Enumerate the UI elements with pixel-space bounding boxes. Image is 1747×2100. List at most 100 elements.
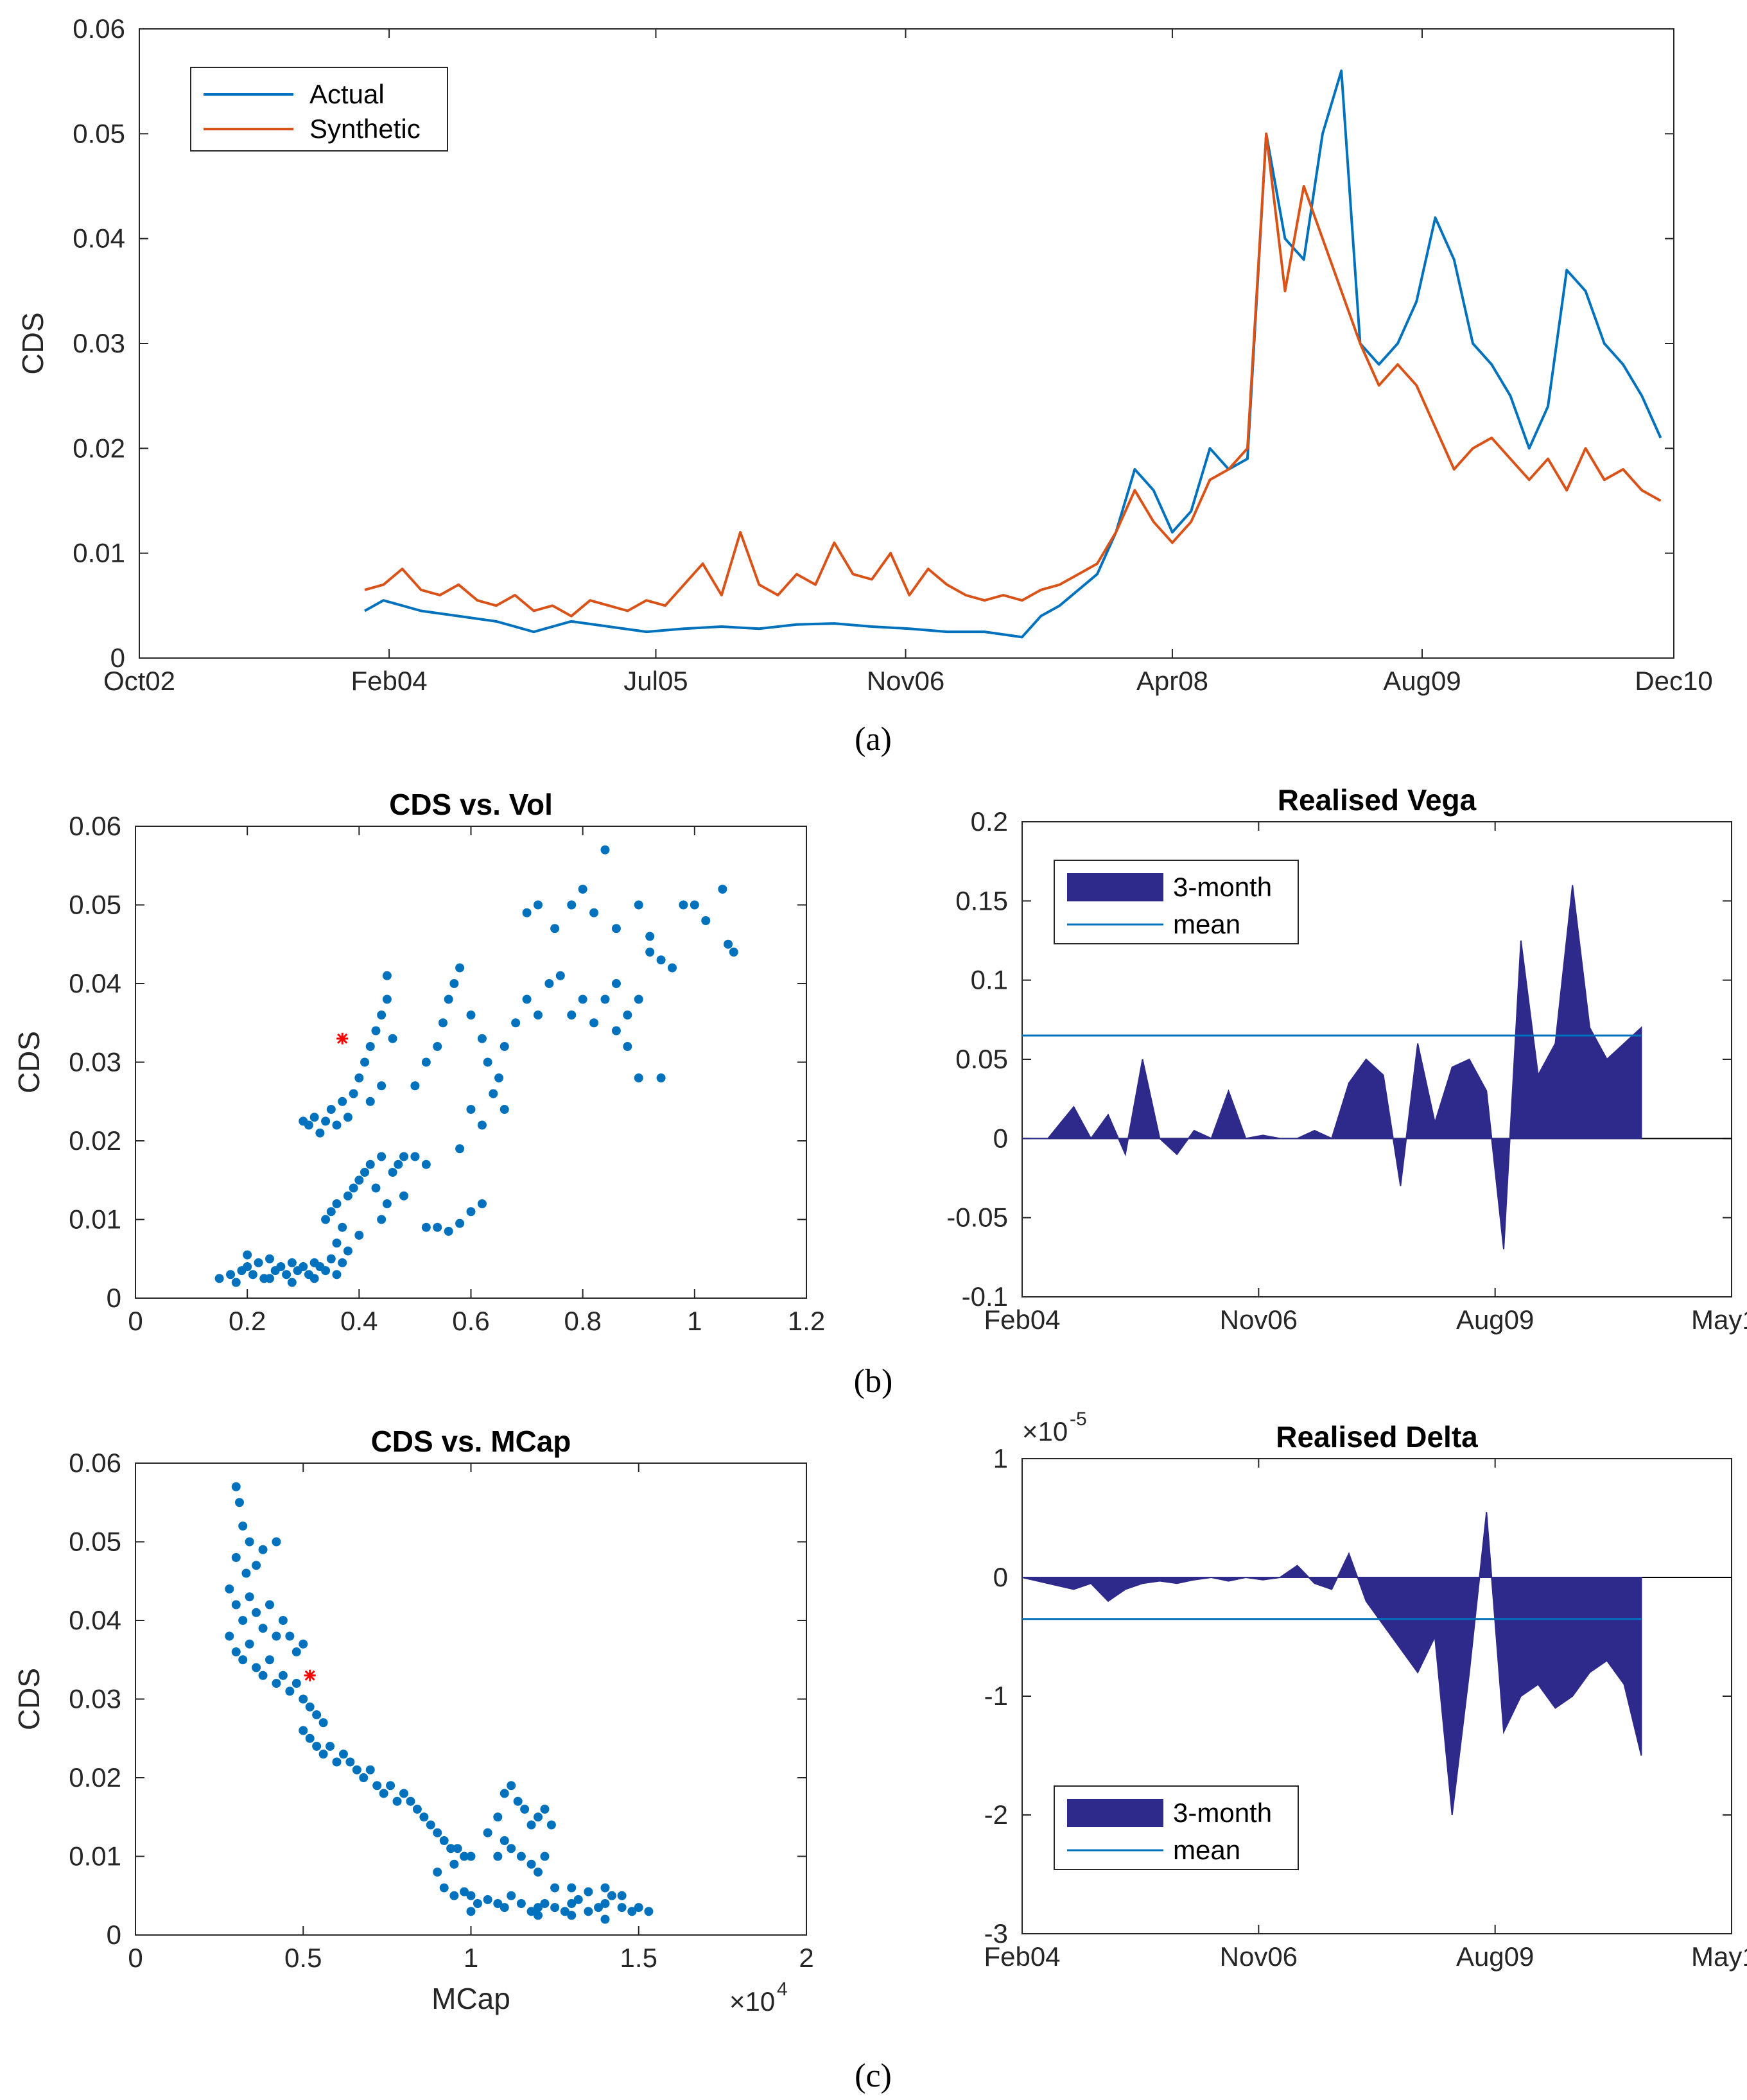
y-tick-label: 0.15	[955, 885, 1008, 915]
scatter-point	[573, 1895, 583, 1904]
y-tick-label: -2	[984, 1800, 1008, 1830]
scatter-point	[500, 1105, 509, 1114]
legend-label-synthetic: Synthetic	[309, 114, 421, 144]
y-tick-label: -3	[984, 1918, 1008, 1948]
scatter-point	[433, 1222, 442, 1232]
scatter-point	[326, 1254, 336, 1263]
y-tick-label: 0.03	[69, 1684, 121, 1714]
scatter-point	[477, 1199, 487, 1208]
scatter-point	[534, 1868, 543, 1877]
scatter-point	[645, 948, 655, 957]
scatter-point	[600, 994, 610, 1004]
x-tick-label: 0	[128, 1943, 143, 1973]
scatter-point	[272, 1537, 281, 1547]
highlight-star-stroke	[337, 1033, 348, 1044]
scatter-point	[449, 979, 459, 988]
scatter-point	[460, 1852, 469, 1861]
scatter-point	[410, 1152, 420, 1161]
scatter-point	[455, 963, 465, 973]
scatter-point	[455, 1219, 465, 1228]
scatter-point	[360, 1168, 370, 1177]
scatter-point	[359, 1773, 369, 1782]
scatter-point	[377, 1215, 387, 1224]
scatter-point	[550, 1883, 560, 1893]
scatter-point	[567, 1911, 577, 1920]
scatter-point	[248, 1270, 257, 1280]
y-tick-label: -0.05	[946, 1202, 1008, 1233]
scatter-point	[352, 1765, 361, 1775]
panel-c-right-realised-delta: Feb04 Nov06 Aug09 May12 -3 -2 -1 0 1 Realised Del…	[984, 1409, 1747, 1972]
series-line-synthetic	[364, 132, 1662, 618]
x-tick-label: 1.2	[788, 1306, 825, 1336]
scatter-point	[238, 1616, 248, 1625]
chart-title: Realised Delta	[1276, 1420, 1478, 1454]
scatter-point	[534, 1911, 543, 1920]
scatter-point	[388, 1168, 397, 1177]
scatter-point	[315, 1128, 325, 1138]
scatter-point	[278, 1616, 288, 1625]
panel-b-left-cds-vs-vol: 0 0.2 0.4 0.6 0.8 1 1.2 0 0.01 0.02 0.03 0.04 0.05 0.…	[12, 788, 825, 1336]
x-tick-label: 1	[687, 1306, 702, 1336]
scatter-point	[500, 1789, 509, 1798]
scatter-point	[634, 1903, 643, 1913]
scatter-point	[544, 979, 554, 988]
scatter-point	[483, 1895, 492, 1904]
scatter-point	[258, 1624, 268, 1633]
scatter-point	[466, 1891, 476, 1900]
scatter-point	[493, 1852, 503, 1861]
scatter-point	[500, 1836, 509, 1845]
x-tick-label: Feb04	[351, 666, 428, 696]
scatter-point	[299, 1262, 308, 1271]
y-multiplier: ×10	[1022, 1416, 1068, 1446]
scatter-point	[231, 1482, 241, 1491]
scatter-point	[332, 1757, 342, 1767]
highlight-point	[304, 1669, 316, 1681]
scatter-point	[399, 1152, 408, 1161]
scatter-point	[607, 1891, 616, 1900]
scatter-point	[584, 1887, 593, 1896]
highlight-point	[336, 1032, 349, 1045]
scatter-point	[338, 1222, 347, 1232]
scatter-point	[433, 1828, 442, 1837]
legend-label-mean: mean	[1173, 909, 1240, 939]
panel-a-cds-timeseries: Oct02 Feb04 Jul05 Nov06 Apr08 Aug09 Dec10 0 0.01…	[16, 13, 1713, 696]
y-tick-label: 0.02	[69, 1125, 121, 1156]
scatter-point	[656, 955, 666, 965]
scatter-point	[406, 1796, 415, 1806]
scatter-point	[534, 900, 543, 910]
scatter-point	[634, 994, 643, 1004]
x-tick-label: Oct02	[103, 666, 175, 696]
scatter-point	[282, 1270, 291, 1280]
scatter-point	[291, 1679, 301, 1688]
legend-box	[190, 67, 448, 152]
scatter-point	[238, 1522, 248, 1531]
scatter-point	[439, 1836, 449, 1845]
x-tick-label: Jul05	[623, 666, 688, 696]
y-tick-label: 0.01	[69, 1204, 121, 1235]
caption-b: (b)	[854, 1363, 893, 1400]
scatter-point	[507, 1781, 516, 1791]
x-tick-label: 0.6	[452, 1306, 489, 1336]
scatter-point	[466, 1852, 476, 1861]
scatter-point	[243, 1262, 252, 1271]
scatter-point	[444, 994, 453, 1004]
scatter-point	[304, 1120, 313, 1130]
y-tick-label: 0.05	[955, 1044, 1008, 1074]
panel-b-right-realised-vega: Feb04 Nov06 Aug09 May12 -0.1 -0.05 0 0.05 0.1 0.1…	[946, 783, 1747, 1335]
scatter-point	[449, 1891, 459, 1900]
y-tick-label: 0.02	[69, 1762, 121, 1792]
series-line-actual	[364, 69, 1662, 639]
scatter-point	[550, 924, 560, 933]
highlight-star-stroke	[304, 1670, 315, 1681]
scatter-point	[534, 1011, 543, 1020]
x-tick-label: 1.5	[620, 1943, 657, 1973]
y-tick-label: 0.1	[971, 965, 1008, 995]
scatter-point	[718, 885, 727, 894]
scatter-point	[365, 1159, 375, 1169]
scatter-point	[245, 1639, 254, 1649]
scatter-point	[520, 1805, 530, 1814]
scatter-point	[265, 1655, 274, 1665]
scatter-point	[627, 1907, 637, 1916]
y-tick-label: 1	[993, 1443, 1008, 1473]
scatter-point	[460, 1887, 469, 1896]
